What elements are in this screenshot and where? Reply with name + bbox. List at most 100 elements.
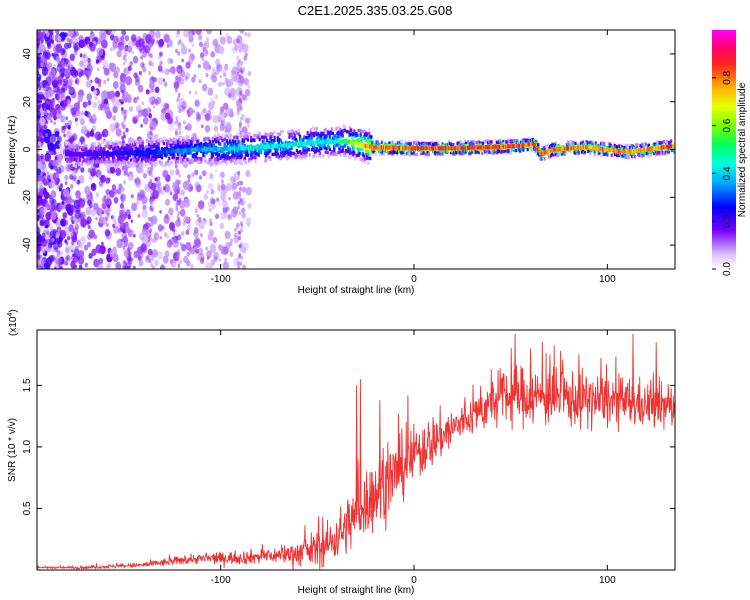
speckle-cell (158, 38, 165, 47)
ridge-cell (227, 132, 230, 137)
speckle-cell (208, 183, 213, 191)
speckle-cell (46, 62, 52, 70)
speckle-cell (209, 243, 217, 254)
ridge-cell (145, 138, 149, 143)
speckle-cell (41, 232, 46, 238)
ridge-cell (176, 160, 179, 164)
ridge-cell (236, 155, 239, 159)
ridge-cell (307, 147, 310, 152)
ridge-cell (262, 136, 266, 140)
ridge-cell (309, 128, 312, 132)
speckle-cell (66, 37, 70, 43)
speckle-cell (145, 240, 151, 248)
speckle-cell (186, 109, 190, 114)
speckle-cell (124, 237, 129, 243)
ridge-cell (380, 140, 384, 145)
speckle-cell (118, 209, 123, 215)
speckle-cell (178, 259, 183, 265)
ridge-cell (71, 149, 74, 153)
speckle-cell (111, 97, 119, 107)
ridge-cell (74, 164, 77, 168)
ridge-cell (102, 140, 105, 144)
speckle-cell (98, 180, 104, 187)
speckle-cell (247, 32, 251, 38)
ridge-cell (135, 162, 138, 167)
speckle-cell (211, 198, 216, 205)
streak-cell (149, 250, 153, 256)
ridge-cell (239, 160, 242, 164)
speckle-cell (144, 229, 150, 237)
ridge-cell (162, 141, 166, 146)
speckle-cell (194, 90, 198, 95)
ridge-cell (290, 151, 293, 156)
ridge-cell (354, 157, 357, 161)
streak-cell (239, 116, 243, 122)
speckle-cell (39, 258, 45, 267)
ridge-cell (254, 159, 257, 164)
ridge-cell (212, 143, 216, 147)
speckle-cell (137, 84, 144, 93)
ridge-cell (295, 131, 298, 135)
speckle-cell (81, 125, 88, 135)
speckle-cell (155, 180, 161, 188)
ridge-cell (228, 156, 232, 160)
speckle-cell (231, 182, 238, 190)
ridge-cell (130, 158, 133, 162)
speckle-cell (203, 218, 206, 222)
speckle-cell (191, 172, 195, 178)
speckle-cell (141, 209, 148, 219)
speckle-cell (141, 101, 145, 106)
streak-cell (178, 68, 182, 73)
speckle-cell (172, 231, 176, 236)
speckle-cell (87, 224, 91, 230)
streak-cell (238, 123, 242, 128)
ridge-cell (109, 145, 112, 149)
speckle-cell (247, 202, 252, 209)
speckle-cell (64, 181, 68, 186)
speckle-cell (220, 179, 224, 184)
ridge-cell (155, 162, 158, 167)
speckle-cell (78, 264, 83, 269)
speckle-cell (66, 207, 72, 215)
speckle-cell (214, 256, 218, 260)
ridge-cell (269, 148, 272, 153)
speckle-cell (41, 247, 46, 254)
ridge-cell (290, 133, 293, 137)
speckle-cell (196, 111, 200, 117)
ridge-cell (313, 146, 317, 150)
speckle-cell (77, 68, 83, 77)
speckle-cell (72, 218, 77, 223)
speckle-cell (198, 200, 205, 210)
speckle-cell (159, 236, 163, 240)
ridge-cell (273, 135, 276, 140)
streak-cell (238, 236, 242, 241)
speckle-cell (101, 39, 108, 49)
speckle-cell (169, 66, 176, 75)
speckle-cell (49, 197, 55, 205)
speckle-cell (188, 90, 192, 95)
ridge-cell (200, 141, 203, 146)
speckle-cell (101, 131, 105, 137)
speckle-cell (188, 48, 192, 53)
speckle-cell (165, 198, 170, 206)
speckle-cell (212, 38, 219, 47)
streak-cell (124, 46, 128, 51)
speckle-cell (86, 111, 91, 118)
speckle-cell (169, 222, 175, 231)
speckle-cell (58, 142, 62, 148)
speckle-cell (194, 169, 199, 176)
speckle-cell (67, 30, 74, 37)
speckle-cell (141, 200, 145, 206)
speckle-cell (219, 258, 222, 262)
speckle-cell (134, 78, 140, 86)
speckle-cell (218, 45, 225, 55)
streak-cell (175, 80, 179, 86)
ridge-cell (222, 159, 225, 163)
streak-cell (237, 106, 240, 111)
streak-cell (148, 180, 152, 186)
ridge-cell (253, 138, 256, 142)
speckle-cell (101, 202, 107, 210)
speckle-cell (127, 241, 134, 250)
speckle-cell (193, 226, 199, 234)
ridge-cell (409, 142, 412, 146)
